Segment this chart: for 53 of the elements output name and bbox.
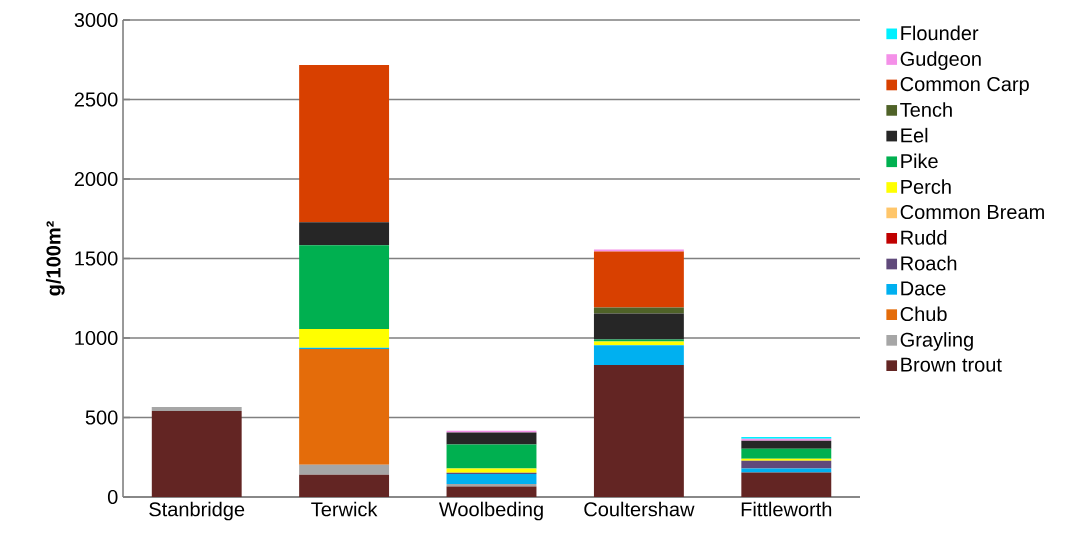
legend-label: Common Bream (900, 204, 1044, 220)
bar (299, 329, 390, 348)
bar (151, 407, 242, 411)
bar (446, 474, 537, 484)
bar (593, 339, 684, 342)
legend-label: Eel (901, 127, 928, 143)
y-tick-label: 2000 (74, 171, 118, 187)
x-tick-label: Fittleworth (741, 501, 832, 517)
bar (593, 345, 684, 366)
legend-label: Gudgeon (900, 51, 981, 70)
bar (741, 448, 832, 459)
bar (593, 313, 684, 340)
bar (299, 245, 390, 330)
bar (299, 64, 390, 223)
bar (446, 432, 537, 445)
y-axis-title: g/100m² (45, 221, 65, 296)
y-tick-label: 1500 (75, 251, 118, 266)
x-tick-label: Stanbridge (149, 501, 245, 521)
y-tick-label: 2500 (74, 92, 118, 107)
x-tick-label: Coultershaw (584, 501, 695, 517)
bar (299, 222, 390, 246)
bar (446, 486, 537, 497)
y-tick-label: 1000 (75, 330, 118, 346)
legend-label: Common Carp (900, 76, 1029, 96)
bar (593, 365, 684, 497)
bar (593, 251, 684, 308)
x-tick-label: Woolbeding (438, 501, 543, 521)
bar (446, 468, 537, 473)
bar (299, 474, 390, 497)
legend-label: Perch (901, 179, 951, 194)
bar (741, 472, 832, 497)
y-tick-label: 3000 (74, 12, 118, 28)
bar (151, 410, 242, 497)
legend-label: Tench (900, 102, 952, 117)
legend-label: Pike (901, 153, 938, 169)
bar (593, 307, 684, 314)
bar (593, 341, 684, 346)
bar (299, 464, 390, 475)
bar (593, 249, 684, 252)
x-tick-label: Terwick (311, 501, 378, 517)
legend-label: Flounder (901, 25, 979, 41)
legend-label: Dace (901, 281, 946, 296)
bar (741, 440, 832, 449)
legend-label: Brown trout (901, 357, 1002, 372)
legend-label: Chub (900, 306, 947, 322)
legend-label: Roach (901, 255, 957, 271)
y-tick-label: 500 (85, 410, 118, 425)
bar (446, 444, 537, 469)
bar (299, 348, 390, 465)
y-tick-label: 0 (107, 489, 118, 505)
legend-label: Grayling (900, 332, 973, 351)
legend-label: Rudd (901, 230, 947, 245)
bar (741, 460, 832, 469)
